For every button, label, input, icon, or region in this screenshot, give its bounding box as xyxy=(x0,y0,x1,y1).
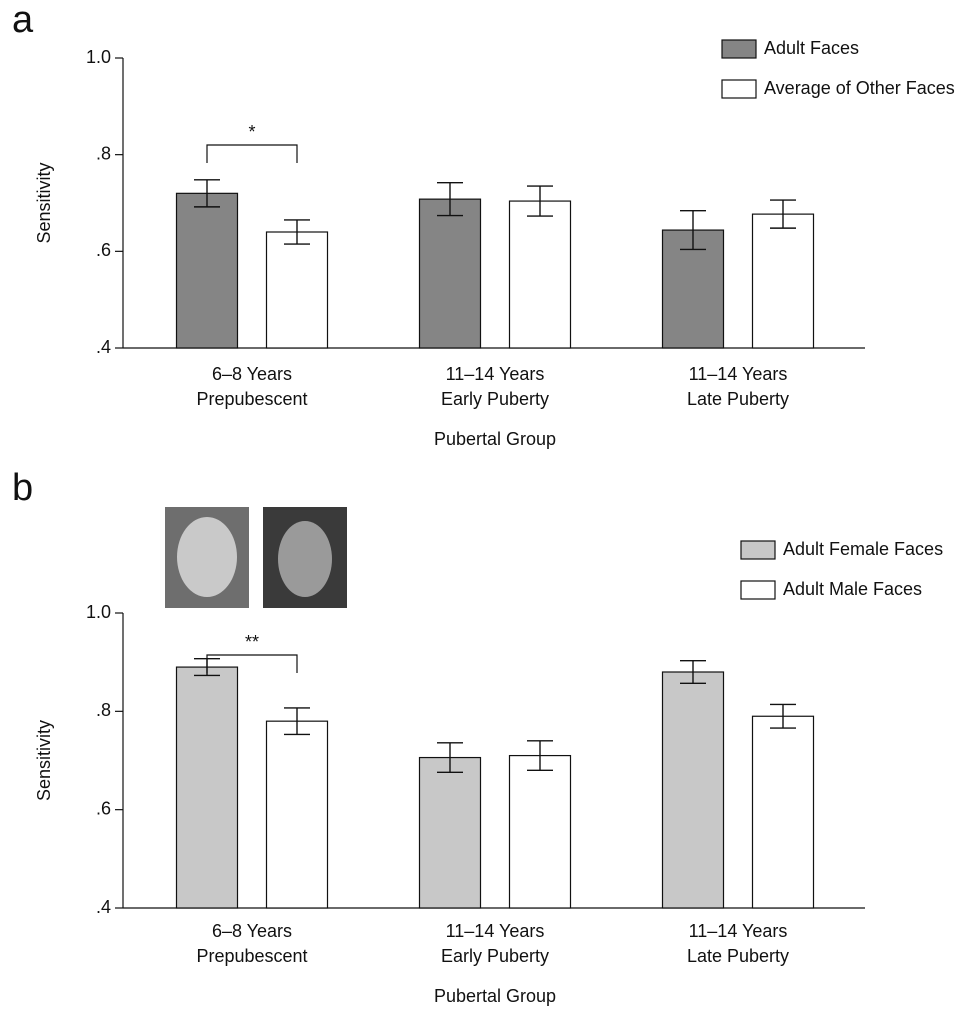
bar xyxy=(175,192,239,349)
error-bar xyxy=(770,199,796,229)
x-tick-label: Late Puberty xyxy=(687,389,789,409)
x-tick-label: Prepubescent xyxy=(196,946,307,966)
x-tick-label: Early Puberty xyxy=(441,946,549,966)
bar xyxy=(508,754,572,909)
bar xyxy=(418,198,482,349)
x-tick-label: Early Puberty xyxy=(441,389,549,409)
legend-label: Adult Faces xyxy=(764,38,859,58)
error-bar xyxy=(680,659,706,685)
y-tick-label: 1.0 xyxy=(86,602,111,622)
bar xyxy=(751,715,815,909)
x-axis-label: Pubertal Group xyxy=(434,429,556,449)
x-tick-label: 11–14 Years xyxy=(689,921,788,941)
error-bar xyxy=(527,185,553,217)
y-tick-label: .4 xyxy=(96,897,111,917)
x-tick-label: 11–14 Years xyxy=(446,364,545,384)
error-bar xyxy=(284,219,310,245)
significance-marker: * xyxy=(248,122,255,142)
panel: a .4 .6 .8 1.0 Sensitivity Pubertal Group 6–8 Y… xyxy=(12,0,955,449)
error-bar xyxy=(284,707,310,736)
x-axis-label: Pubertal Group xyxy=(434,986,556,1006)
face-photos xyxy=(165,507,347,608)
bar xyxy=(175,666,239,909)
significance-bracket xyxy=(206,144,298,163)
error-bar xyxy=(527,740,553,772)
x-tick-label: Prepubescent xyxy=(196,389,307,409)
bar xyxy=(265,720,329,909)
legend-swatch xyxy=(721,79,757,99)
error-bar xyxy=(437,182,463,217)
male-face xyxy=(278,521,332,597)
x-tick-label: 6–8 Years xyxy=(212,921,292,941)
y-tick-label: .4 xyxy=(96,337,111,357)
legend-label: Adult Male Faces xyxy=(783,579,922,599)
bar xyxy=(265,231,329,349)
y-tick-label: 1.0 xyxy=(86,47,111,67)
panel-label: b xyxy=(12,467,33,509)
panel-label: a xyxy=(12,0,34,41)
bar xyxy=(751,213,815,349)
y-axis-label: Sensitivity xyxy=(34,162,54,243)
error-bar xyxy=(680,210,706,251)
legend-swatch xyxy=(740,540,776,560)
error-bar xyxy=(194,179,220,208)
error-bar xyxy=(437,742,463,773)
bar xyxy=(418,756,482,909)
x-tick-label: 11–14 Years xyxy=(689,364,788,384)
bar xyxy=(508,200,572,349)
y-tick-label: .8 xyxy=(96,700,111,720)
legend-label: Average of Other Faces xyxy=(764,78,955,98)
x-tick-label: Late Puberty xyxy=(687,946,789,966)
legend-label: Adult Female Faces xyxy=(783,539,943,559)
error-bar xyxy=(770,703,796,729)
legend-swatch xyxy=(740,580,776,600)
legend-swatch xyxy=(721,39,757,59)
female-face xyxy=(177,517,237,597)
y-tick-label: .6 xyxy=(96,240,111,260)
panel: b .4 .6 .8 1.0 Sensitivity Pubertal Group 6–8 Y… xyxy=(12,467,943,1006)
y-tick-label: .6 xyxy=(96,798,111,818)
significance-marker: ** xyxy=(245,632,259,652)
y-tick-label: .8 xyxy=(96,143,111,163)
x-tick-label: 6–8 Years xyxy=(212,364,292,384)
significance-bracket xyxy=(206,654,298,673)
y-axis-label: Sensitivity xyxy=(34,720,54,801)
x-tick-label: 11–14 Years xyxy=(446,921,545,941)
bar xyxy=(661,671,725,909)
